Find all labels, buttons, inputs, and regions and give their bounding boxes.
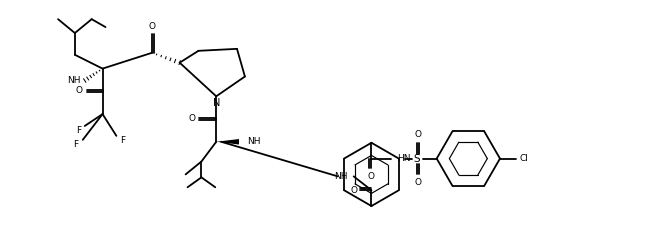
Text: Cl: Cl (520, 154, 528, 163)
Text: NH: NH (247, 137, 260, 146)
Text: S: S (413, 153, 421, 163)
Text: F: F (73, 140, 78, 149)
Text: O: O (148, 22, 155, 30)
Text: F: F (120, 136, 125, 145)
Text: HN: HN (397, 154, 411, 163)
Polygon shape (216, 139, 239, 144)
Text: N: N (213, 98, 220, 108)
Text: O: O (188, 113, 195, 122)
Text: O: O (368, 172, 375, 181)
Text: O: O (75, 86, 82, 95)
Text: NH: NH (67, 76, 81, 85)
Text: O: O (350, 186, 357, 195)
Text: NH: NH (334, 172, 347, 181)
Text: O: O (415, 178, 421, 187)
Text: O: O (415, 130, 421, 139)
Text: F: F (76, 126, 82, 135)
